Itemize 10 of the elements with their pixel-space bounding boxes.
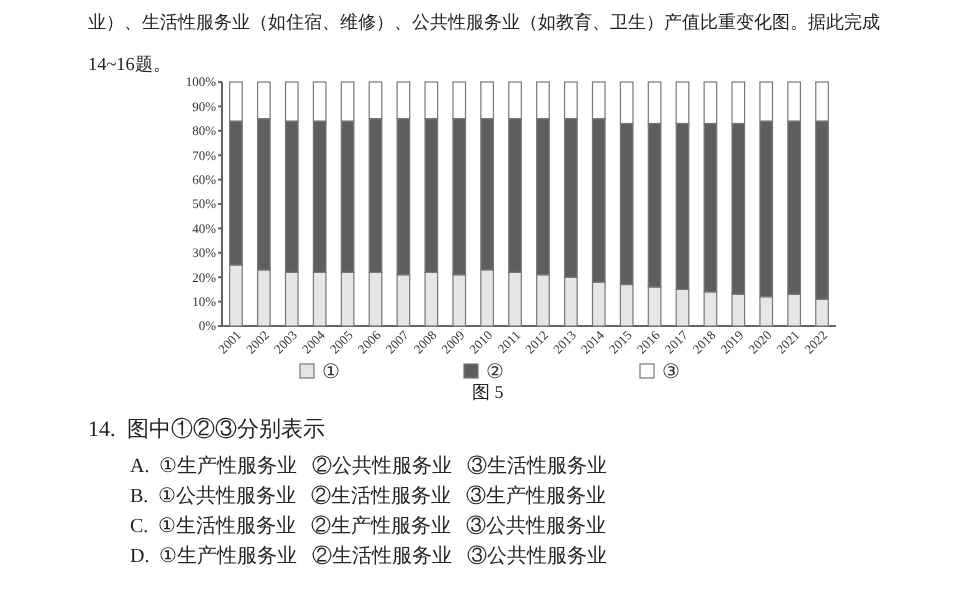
legend-label: ② bbox=[486, 362, 504, 384]
text: 14. 图中①②③分别表示 bbox=[88, 415, 325, 444]
caption: 图 5 bbox=[472, 380, 504, 406]
chart-title: 业）、生活性服务业（如住宿、维修）、公共性服务业（如教育、卫生）产值比重变化图。据此完成14~16题。 bbox=[88, 12, 880, 74]
text: D. ①生产性服务业 ②生活性服务业 ③公共性服务业 bbox=[130, 543, 608, 570]
text: C. ①生活性服务业 ②生产性服务业 ③公共性服务业 bbox=[130, 513, 607, 540]
legend-label: ③ bbox=[662, 362, 680, 384]
text: B. ①公共性服务业 ②生活性服务业 ③生产性服务业 bbox=[130, 483, 607, 510]
legend-label: ① bbox=[322, 362, 340, 384]
text: A. ①生产性服务业 ②公共性服务业 ③生活性服务业 bbox=[130, 453, 608, 480]
